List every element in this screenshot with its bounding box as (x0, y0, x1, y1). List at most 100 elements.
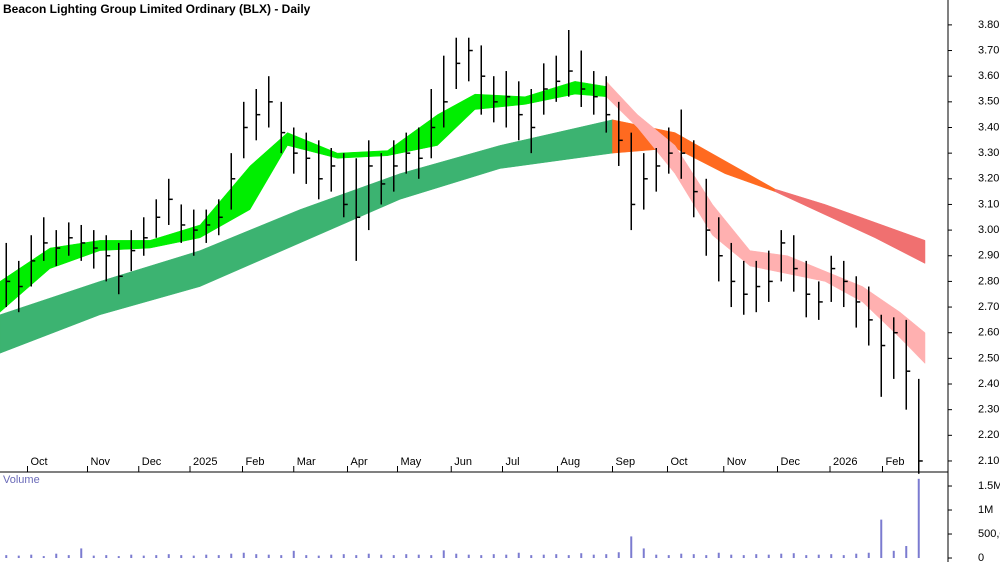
volume-bar (867, 552, 870, 559)
volume-bar (555, 554, 558, 559)
volume-bar (30, 554, 33, 559)
volume-bar (5, 555, 8, 559)
volume-bar (105, 555, 108, 559)
volume-bar (542, 554, 545, 559)
x-tick-label: Sep (616, 456, 636, 468)
volume-bar (805, 555, 808, 559)
x-tick-label: Dec (142, 456, 162, 468)
volume-bar (417, 554, 420, 559)
volume-bar (455, 553, 458, 559)
volume-bar (255, 554, 258, 559)
volume-bar (705, 555, 708, 559)
y-tick-label: 2.10 (978, 455, 999, 467)
y-tick-label: 3.00 (978, 224, 999, 236)
x-tick-label: Nov (91, 456, 111, 468)
x-tick-label: Oct (31, 456, 48, 468)
volume-bar (905, 546, 908, 559)
volume-bar (167, 554, 170, 559)
volume-bar (792, 553, 795, 559)
volume-bar (617, 552, 620, 559)
volume-bar (767, 554, 770, 559)
y-tick-label: 3.60 (978, 70, 999, 82)
volume-bar (780, 553, 783, 559)
x-tick-label: Nov (727, 456, 747, 468)
volume-bar (680, 553, 683, 559)
volume-bar (442, 550, 445, 559)
ribbon (774, 188, 926, 264)
x-tick-label: Dec (781, 456, 801, 468)
y-tick-label: 2.50 (978, 352, 999, 364)
volume-bar (17, 555, 20, 559)
volume-bar (667, 555, 670, 559)
volume-bar (155, 555, 158, 559)
volume-bar (855, 553, 858, 559)
volume-bar (642, 548, 645, 559)
volume-bar (92, 555, 95, 559)
volume-bar (242, 552, 245, 559)
volume-bar (355, 555, 358, 559)
y-tick-label: 2.20 (978, 429, 999, 441)
x-tick-label: Mar (297, 456, 316, 468)
x-tick-label: Apr (351, 456, 368, 468)
volume-bar (717, 552, 720, 559)
x-tick-label: Jun (454, 456, 472, 468)
volume-bar (55, 553, 58, 559)
y-tick-label: 3.20 (978, 173, 999, 185)
volume-bar (305, 555, 308, 559)
volume-bar (205, 554, 208, 559)
volume-bar (392, 555, 395, 559)
volume-bar (142, 555, 145, 559)
volume-tick-label: 0 (978, 552, 984, 562)
y-tick-label: 2.90 (978, 250, 999, 262)
x-tick-label: Feb (246, 456, 265, 468)
volume-bar (742, 555, 745, 559)
volume-bar (280, 555, 283, 559)
x-tick-label: Aug (561, 456, 581, 468)
volume-bar (505, 554, 508, 559)
volume-bar (917, 478, 920, 559)
y-tick-label: 2.70 (978, 301, 999, 313)
volume-bar (380, 554, 383, 559)
volume-bar (467, 554, 470, 559)
volume-bar (892, 550, 895, 559)
volume-tick-label: 1M (978, 504, 993, 516)
volume-label: Volume (3, 474, 40, 486)
volume-bar (830, 554, 833, 559)
volume-bar (517, 552, 520, 559)
volume-bar (692, 554, 695, 559)
x-tick-label: Jul (506, 456, 520, 468)
y-tick-label: 3.50 (978, 96, 999, 108)
chart-title: Beacon Lighting Group Limited Ordinary (… (3, 2, 311, 16)
volume-bar (217, 555, 220, 559)
volume-bar (42, 556, 45, 559)
y-tick-label: 2.80 (978, 275, 999, 287)
volume-bar (655, 554, 658, 559)
x-tick-label: 2025 (193, 456, 217, 468)
volume-bar (292, 550, 295, 559)
volume-bar (755, 554, 758, 559)
volume-bar (230, 553, 233, 559)
volume-bar (117, 556, 120, 559)
x-tick-label: Feb (886, 456, 905, 468)
volume-bar (842, 555, 845, 559)
volume-bar (817, 554, 820, 559)
x-tick-label: 2026 (833, 456, 857, 468)
volume-bar (330, 554, 333, 559)
volume-bar (430, 555, 433, 559)
y-tick-label: 2.60 (978, 327, 999, 339)
y-tick-label: 2.30 (978, 404, 999, 416)
volume-tick-label: 500,000 (978, 528, 1000, 540)
x-tick-label: Oct (671, 456, 688, 468)
volume-bar (480, 555, 483, 559)
volume-bar (130, 554, 133, 559)
x-tick-label: May (401, 456, 422, 468)
volume-bar (630, 536, 633, 559)
volume-bar (405, 554, 408, 559)
volume-bar (367, 553, 370, 559)
y-tick-label: 3.80 (978, 19, 999, 31)
volume-bar (80, 548, 83, 559)
y-tick-label: 3.30 (978, 147, 999, 159)
volume-bar (492, 554, 495, 559)
ribbon (606, 80, 926, 365)
